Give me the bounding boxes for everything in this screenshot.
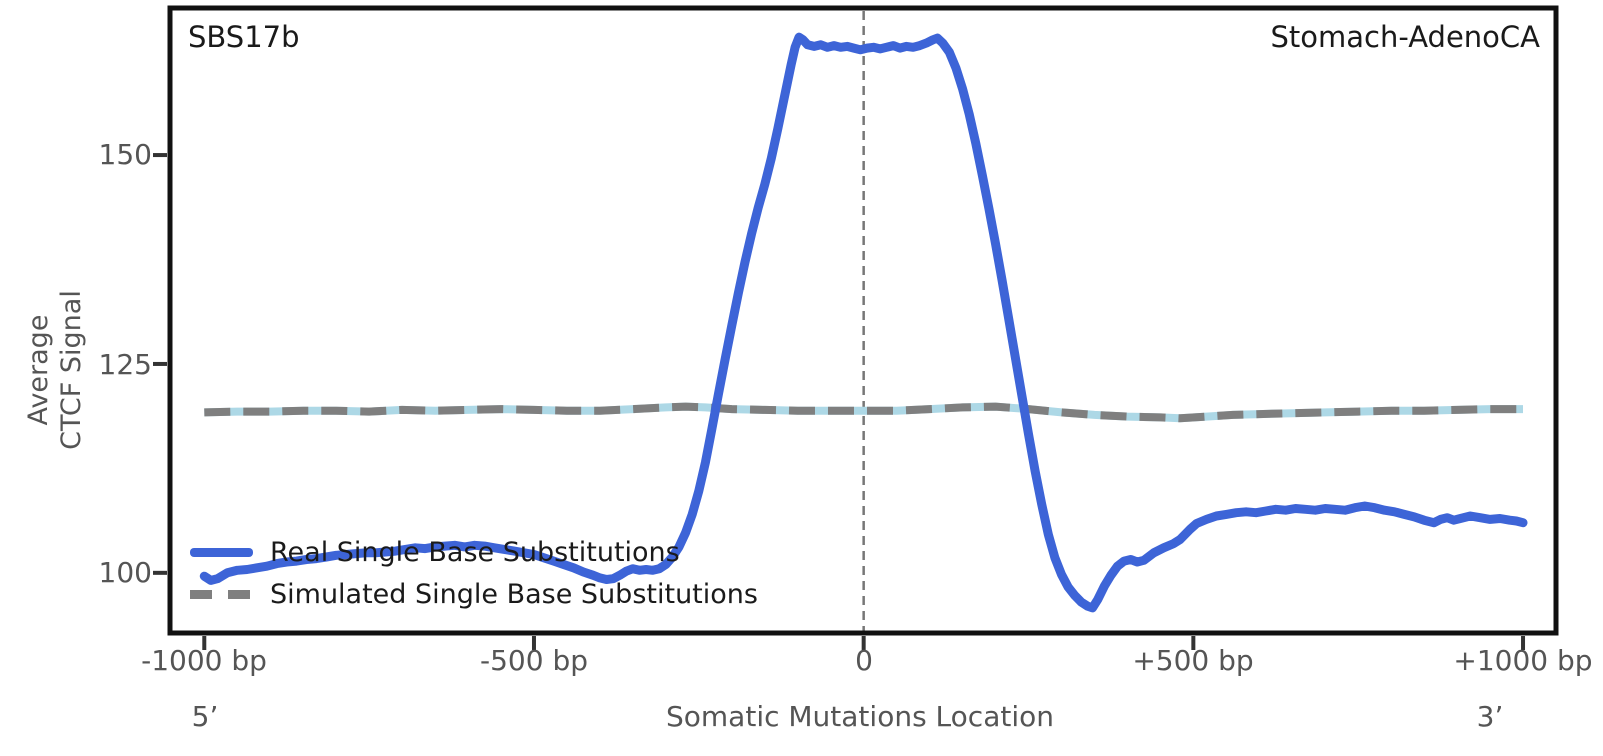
y-axis-title-line2: CTCF Signal <box>56 290 87 450</box>
five-prime-label: 5’ <box>191 700 219 733</box>
y-axis-title-line1: Average <box>23 314 54 426</box>
x-tick-label-neg1000: -1000 bp <box>141 644 267 677</box>
legend-label-simulated: Simulated Single Base Substitutions <box>270 578 758 610</box>
legend-label-real: Real Single Base Substitutions <box>270 536 680 568</box>
x-tick-label-pos1000: +1000 bp <box>1453 644 1593 677</box>
signature-label: SBS17b <box>188 20 300 54</box>
y-axis-title: Average CTCF Signal <box>22 290 88 450</box>
three-prime-label: 3’ <box>1476 700 1504 733</box>
y-tick-label-150: 150 <box>98 138 152 171</box>
cancer-type-label: Stomach-AdenoCA <box>1270 20 1540 54</box>
x-tick-label-neg500: -500 bp <box>480 644 588 677</box>
dashed-line-swatch-icon <box>190 589 253 599</box>
solid-line-swatch-icon <box>190 547 253 557</box>
x-tick-label-pos500: +500 bp <box>1132 644 1254 677</box>
y-tick-label-125: 125 <box>98 348 152 381</box>
y-tick-label-100: 100 <box>98 556 152 589</box>
legend-item-simulated: Simulated Single Base Substitutions <box>190 573 758 615</box>
x-axis-title: Somatic Mutations Location <box>666 700 1054 733</box>
x-tick-label-zero: 0 <box>855 644 873 677</box>
legend-item-real: Real Single Base Substitutions <box>190 531 758 573</box>
legend: Real Single Base Substitutions Simulated… <box>190 531 758 615</box>
